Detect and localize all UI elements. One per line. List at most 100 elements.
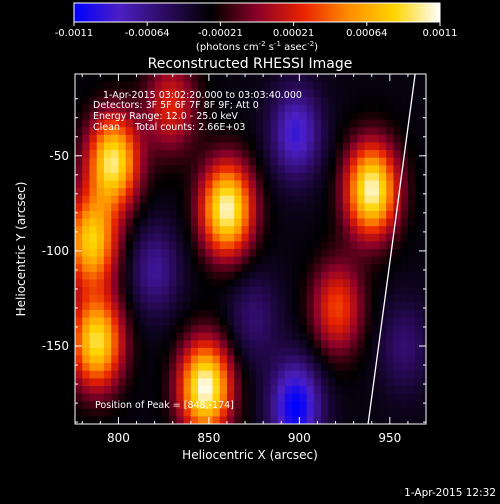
heatmap-cell	[75, 378, 83, 387]
heatmap-cell	[335, 309, 344, 319]
heatmap-cell	[89, 287, 98, 296]
heatmap-cell	[415, 401, 423, 410]
heatmap-cell	[111, 302, 120, 311]
heatmap-cell	[342, 226, 351, 235]
heatmap-cell	[407, 325, 416, 334]
heatmap-cell	[176, 378, 185, 387]
heatmap-cell	[321, 355, 329, 364]
heatmap-cell	[313, 210, 322, 220]
heatmap-cell	[176, 408, 185, 417]
heatmap-cell	[132, 74, 141, 83]
heatmap-cell	[234, 104, 243, 113]
heatmap-cell	[313, 241, 322, 250]
heatmap-cell	[241, 89, 250, 98]
heatmap-cell	[212, 287, 221, 296]
heatmap-cell	[321, 249, 329, 258]
heatmap-cell	[342, 188, 351, 197]
heatmap-cell	[161, 241, 170, 250]
heatmap-cell	[140, 294, 148, 303]
heatmap-cell	[241, 332, 250, 341]
heatmap-cell	[313, 218, 322, 227]
heatmap-cell	[378, 355, 387, 364]
heatmap-cell	[82, 104, 91, 113]
heatmap-cell	[313, 180, 322, 189]
heatmap-cell	[118, 150, 127, 159]
heatmap-cell	[386, 233, 395, 242]
heatmap-cell	[140, 96, 148, 106]
heatmap-cell	[284, 302, 293, 311]
heatmap-cell	[161, 218, 170, 227]
heatmap-cell	[183, 309, 192, 319]
heatmap-cell	[125, 271, 134, 281]
heatmap-cell	[103, 218, 112, 227]
heatmap-cell	[154, 134, 163, 144]
heatmap-cell	[415, 294, 423, 303]
heatmap-cell	[96, 218, 105, 227]
heatmap-cell	[125, 325, 134, 334]
heatmap-cell	[386, 127, 395, 136]
heatmap-cell	[154, 203, 163, 212]
heatmap-cell	[161, 81, 170, 90]
heatmap-cell	[407, 172, 416, 182]
heatmap-cell	[299, 195, 308, 204]
heatmap-cell	[415, 104, 423, 113]
heatmap-cell	[386, 188, 395, 197]
heatmap-cell	[277, 271, 286, 281]
heatmap-cell	[147, 332, 156, 341]
heatmap-cell	[248, 89, 257, 98]
heatmap-cell	[350, 210, 358, 220]
heatmap-cell	[364, 264, 373, 273]
heatmap-cell	[103, 210, 112, 220]
heatmap-cell	[176, 81, 185, 90]
heatmap-cell	[103, 363, 112, 372]
heatmap-cell	[342, 332, 351, 341]
heatmap-cell	[313, 378, 322, 387]
heatmap-cell	[350, 309, 358, 319]
heatmap-cell	[111, 385, 120, 395]
heatmap-cell	[292, 271, 300, 281]
heatmap-cell	[393, 271, 402, 281]
heatmap-cell	[75, 302, 83, 311]
heatmap-cell	[140, 195, 148, 204]
heatmap-cell	[89, 203, 98, 212]
heatmap-cell	[321, 150, 329, 159]
heatmap-cell	[241, 271, 250, 281]
heatmap-cell	[248, 127, 257, 136]
heatmap-cell	[378, 157, 387, 166]
heatmap-cell	[393, 134, 402, 144]
heatmap-cell	[263, 150, 271, 159]
heatmap-cell	[357, 226, 366, 235]
heatmap-cell	[212, 241, 221, 250]
heatmap-cell	[190, 218, 199, 227]
heatmap-cell	[306, 408, 315, 417]
heatmap-cell	[161, 416, 170, 424]
heatmap-cell	[234, 294, 243, 303]
heatmap-cell	[89, 127, 98, 136]
heatmap-cell	[270, 210, 279, 220]
heatmap-cell	[277, 165, 286, 174]
heatmap-cell	[82, 241, 91, 250]
heatmap-cell	[176, 210, 185, 220]
heatmap-cell	[306, 355, 315, 364]
heatmap-cell	[386, 241, 395, 250]
heatmap-cell	[335, 96, 344, 106]
heatmap-cell	[386, 119, 395, 128]
heatmap-cell	[248, 393, 257, 402]
heatmap-cell	[342, 294, 351, 303]
heatmap-cell	[183, 363, 192, 372]
heatmap-cell	[378, 264, 387, 273]
heatmap-cell	[400, 279, 409, 288]
heatmap-cell	[219, 112, 228, 121]
heatmap-cell	[313, 165, 322, 174]
heatmap-cell	[176, 180, 185, 189]
heatmap-cell	[212, 104, 221, 113]
heatmap-cell	[400, 180, 409, 189]
heatmap-cell	[89, 393, 98, 402]
heatmap-cell	[154, 233, 163, 242]
heatmap-cell	[284, 104, 293, 113]
heatmap-cell	[284, 134, 293, 144]
heatmap-cell	[270, 157, 279, 166]
heatmap-cell	[393, 180, 402, 189]
heatmap-cell	[234, 172, 243, 182]
heatmap-cell	[241, 112, 250, 121]
